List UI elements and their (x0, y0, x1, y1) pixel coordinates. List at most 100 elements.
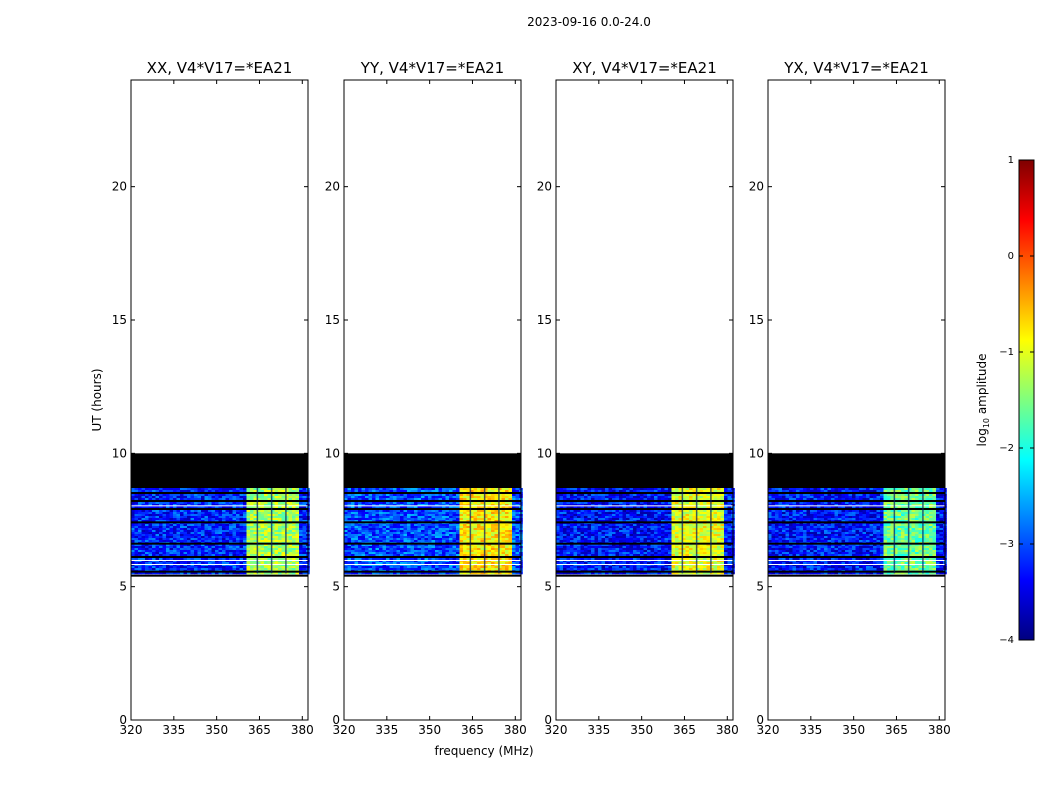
heatmap-cell (243, 548, 247, 551)
heatmap-cell (498, 532, 502, 535)
heatmap-cell (166, 518, 170, 521)
heatmap-cell (299, 502, 303, 505)
heatmap-cell (197, 552, 202, 555)
heatmap-cell (473, 558, 478, 561)
heatmap-cell (344, 552, 348, 555)
heatmap-cell (215, 560, 219, 563)
heatmap-cell (354, 536, 359, 539)
heatmap-cell (281, 526, 286, 529)
heatmap-cell (699, 506, 704, 509)
heatmap-cell (222, 558, 226, 561)
y-tick-label: 0 (332, 713, 340, 727)
heatmap-cell (239, 496, 244, 499)
heatmap-cell (452, 534, 457, 537)
heatmap-cell (563, 498, 567, 501)
heatmap-cell (246, 538, 251, 541)
heatmap-cell (410, 532, 415, 535)
heatmap-cell (692, 502, 697, 505)
heatmap-cell (452, 494, 457, 497)
heatmap-cell (556, 506, 560, 509)
heatmap-cell (162, 488, 167, 491)
heatmap-cell (288, 516, 293, 519)
heatmap-cell (361, 562, 366, 565)
heatmap-cell (473, 538, 478, 541)
heatmap-cell (389, 524, 394, 527)
heatmap-cell (696, 494, 700, 497)
heatmap-cell (654, 496, 658, 499)
heatmap-cell (699, 502, 704, 505)
heatmap-cell (131, 510, 135, 513)
heatmap-cell (372, 514, 376, 517)
heatmap-cell (598, 496, 602, 499)
heatmap-cell (685, 488, 690, 491)
heatmap-cell (236, 528, 240, 531)
heatmap-cell (417, 526, 422, 529)
heatmap-cell (236, 566, 240, 569)
heatmap-cell (389, 528, 394, 531)
heatmap-cell (166, 504, 170, 507)
heatmap-cell (173, 568, 177, 571)
heatmap-cell (438, 530, 443, 533)
heatmap-cell (232, 550, 237, 553)
heatmap-cell (354, 520, 359, 523)
heatmap-cell (414, 550, 418, 553)
heatmap-cell (201, 524, 205, 527)
heatmap-cell (274, 494, 279, 497)
heatmap-cell (152, 494, 156, 497)
heatmap-cell (278, 504, 282, 507)
heatmap-cell (194, 532, 198, 535)
heatmap-cell (138, 562, 142, 565)
heatmap-cell (302, 566, 307, 569)
heatmap-cell (148, 558, 153, 561)
heatmap-cell (166, 558, 170, 561)
heatmap-cell (295, 544, 300, 547)
heatmap-cell (417, 560, 422, 563)
heatmap-cell (417, 512, 422, 515)
heatmap-cell (131, 520, 135, 523)
heatmap-cell (410, 506, 415, 509)
heatmap-cell (386, 526, 390, 529)
heatmap-cell (435, 530, 439, 533)
heatmap-cell (382, 528, 387, 531)
heatmap-cell (484, 518, 488, 521)
heatmap-cell (449, 516, 453, 519)
heatmap-cell (166, 568, 170, 571)
heatmap-cell (382, 506, 387, 509)
heatmap-cell (201, 496, 205, 499)
heatmap-cell (512, 562, 516, 565)
heatmap-cell (134, 520, 139, 523)
heatmap-cell (505, 528, 509, 531)
heatmap-cell (183, 552, 188, 555)
heatmap-cell (671, 490, 676, 493)
heatmap-cell (145, 510, 149, 513)
heatmap-cell (302, 532, 307, 535)
heatmap-cell (354, 526, 359, 529)
heatmap-cell (445, 534, 450, 537)
heatmap-cell (162, 520, 167, 523)
heatmap-cell (664, 506, 669, 509)
heatmap-cell (445, 494, 450, 497)
heatmap-cell (148, 514, 153, 517)
heatmap-cell (396, 534, 401, 537)
heatmap-cell (463, 540, 467, 543)
heatmap-cell (615, 496, 620, 499)
heatmap-cell (197, 564, 202, 567)
heatmap-cell (176, 540, 181, 543)
heatmap-cell (477, 566, 481, 569)
heatmap-cell (480, 514, 485, 517)
heatmap-cell (382, 550, 387, 553)
heatmap-cell (466, 510, 471, 513)
heatmap-cell (515, 494, 520, 497)
heatmap-cell (278, 536, 282, 539)
heatmap-cell (570, 490, 574, 493)
heatmap-cell (215, 514, 219, 517)
heatmap-cell (354, 538, 359, 541)
heatmap-cell (131, 518, 135, 521)
heatmap-cell (491, 514, 495, 517)
heatmap-cell (295, 524, 300, 527)
heatmap-cell (183, 526, 188, 529)
heatmap-cell (400, 520, 404, 523)
heatmap-cell (650, 488, 655, 491)
band-gap-line (498, 488, 500, 574)
heatmap-cell (218, 548, 223, 551)
